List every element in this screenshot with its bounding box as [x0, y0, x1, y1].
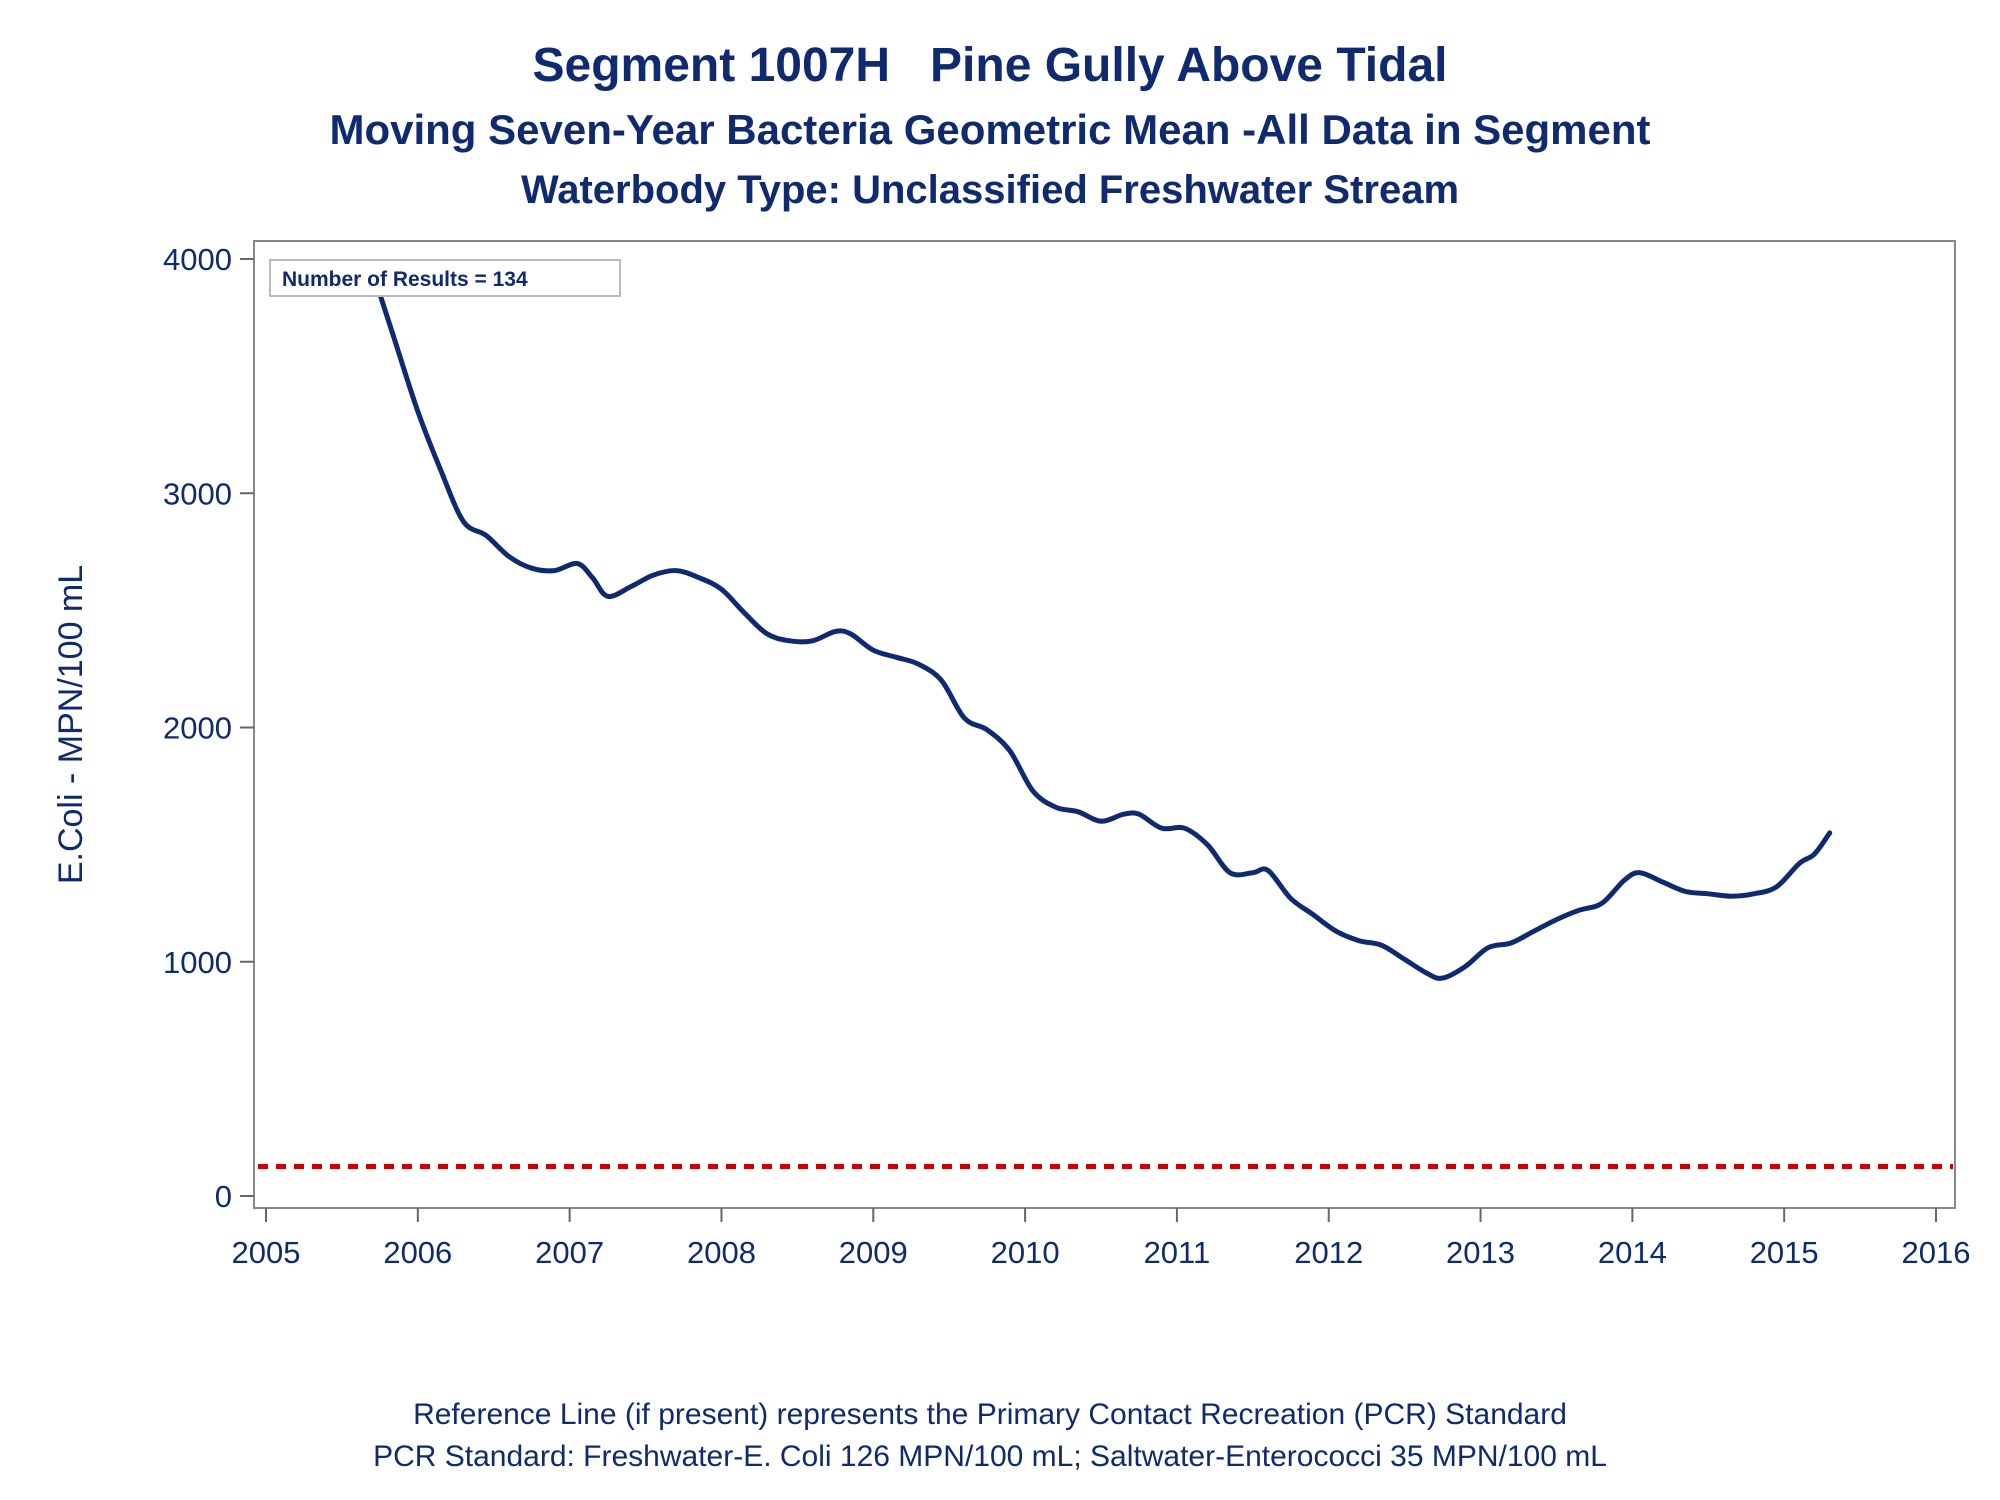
y-axis: 0 1000 2000 3000 4000	[163, 242, 254, 1214]
results-count-label: Number of Results = 134	[282, 268, 528, 291]
x-tick-label: 2007	[535, 1235, 604, 1270]
x-tick-label: 2008	[687, 1235, 756, 1270]
y-tick-label: 1000	[163, 945, 232, 980]
series-line-geomean	[369, 268, 1833, 981]
x-axis: 2005 2006 2007 2008 2009 2010 2011 2012 2013 2014…	[232, 1208, 1971, 1270]
x-tick-label: 2011	[1144, 1235, 1211, 1270]
y-tick-label: 3000	[163, 476, 232, 511]
footnote-reference-line: Reference Line (if present) represents t…	[413, 1398, 1567, 1431]
x-tick-label: 2014	[1598, 1235, 1667, 1270]
x-tick-label: 2016	[1902, 1235, 1971, 1270]
chart-subtitle: Moving Seven-Year Bacteria Geometric Mea…	[329, 106, 1651, 153]
x-tick-label: 2010	[991, 1235, 1060, 1270]
y-tick-label: 0	[215, 1179, 232, 1214]
x-tick-label: 2009	[839, 1235, 908, 1270]
x-tick-label: 2013	[1446, 1235, 1515, 1270]
plot-frame	[253, 240, 1956, 1209]
x-tick-label: 2012	[1294, 1235, 1363, 1270]
y-tick-label: 2000	[163, 711, 232, 746]
y-axis-title: E.Coli - MPN/100 mL	[52, 565, 90, 884]
x-tick-label: 2006	[383, 1235, 452, 1270]
chart-title: Segment 1007H Pine Gully Above Tidal	[532, 39, 1448, 92]
footnote-pcr-standard: PCR Standard: Freshwater-E. Coli 126 MPN…	[373, 1440, 1607, 1473]
x-tick-label: 2005	[232, 1235, 301, 1270]
x-tick-label: 2015	[1750, 1235, 1819, 1270]
results-count-box	[269, 259, 621, 297]
y-tick-label: 4000	[163, 242, 232, 277]
chart-subtitle-waterbody: Waterbody Type: Unclassified Freshwater …	[520, 168, 1460, 212]
